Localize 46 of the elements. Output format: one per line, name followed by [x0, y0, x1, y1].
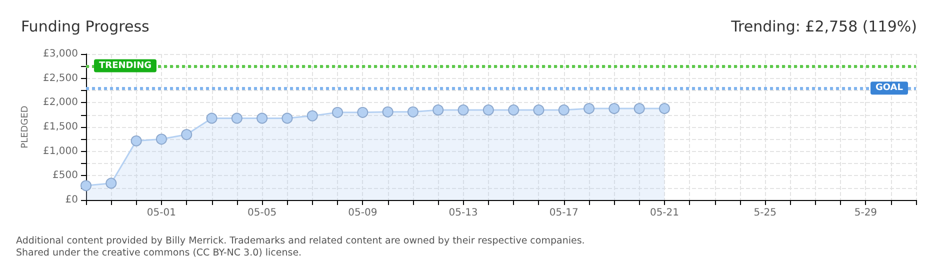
point	[306, 110, 318, 122]
x-tick-label: 05-09	[348, 208, 378, 218]
point	[533, 104, 544, 116]
y-tick-label: £2,500	[43, 72, 78, 84]
point	[608, 103, 620, 114]
x-tick-label: 05-13	[448, 208, 478, 218]
text: Additional content provided by Billy Merrick. Trademarks and related content are owned by their respective companies.	[16, 236, 585, 246]
point	[130, 135, 142, 146]
x-tick-label: 05-21	[650, 208, 680, 218]
y-tick-label: £1,500	[43, 122, 78, 132]
point	[156, 134, 167, 145]
x-tick-label: 5-25	[754, 208, 776, 218]
point	[482, 104, 494, 116]
point	[508, 104, 520, 116]
y-tick-label: £500	[52, 170, 78, 182]
point	[80, 180, 92, 192]
point	[382, 106, 394, 118]
x-tick-label: 05-01	[146, 208, 176, 218]
point	[106, 178, 117, 189]
point	[407, 106, 418, 118]
ref-line-label: TRENDING	[99, 60, 152, 71]
chart-title: Funding Progress	[21, 18, 150, 36]
y-tick-label: £2,000	[43, 97, 78, 108]
point	[231, 112, 242, 124]
ref-line-label: GOAL	[876, 83, 904, 94]
point	[584, 103, 595, 114]
x-tick-label: 05-05	[248, 208, 277, 218]
y-tick-label: £3,000	[43, 48, 78, 60]
point	[634, 103, 645, 114]
point	[432, 104, 444, 116]
point	[332, 106, 344, 118]
point	[206, 112, 218, 124]
point	[282, 112, 293, 124]
point	[558, 104, 570, 116]
text: Shared under the creative commons (CC BY-NC 3.0) license.	[16, 248, 302, 258]
point	[181, 129, 192, 140]
x-tick-label: 05-17	[549, 208, 578, 218]
y-tick-label: £0	[65, 194, 78, 206]
point	[658, 103, 670, 114]
point	[458, 104, 469, 116]
y-axis-title: PLEDGED	[20, 106, 30, 148]
y-tick-label: £1,000	[43, 146, 78, 157]
chart-subtitle: Trending: £2,758 (119%)	[730, 18, 918, 36]
point	[357, 106, 368, 118]
point	[256, 112, 268, 124]
x-tick-label: 5-29	[854, 208, 878, 218]
